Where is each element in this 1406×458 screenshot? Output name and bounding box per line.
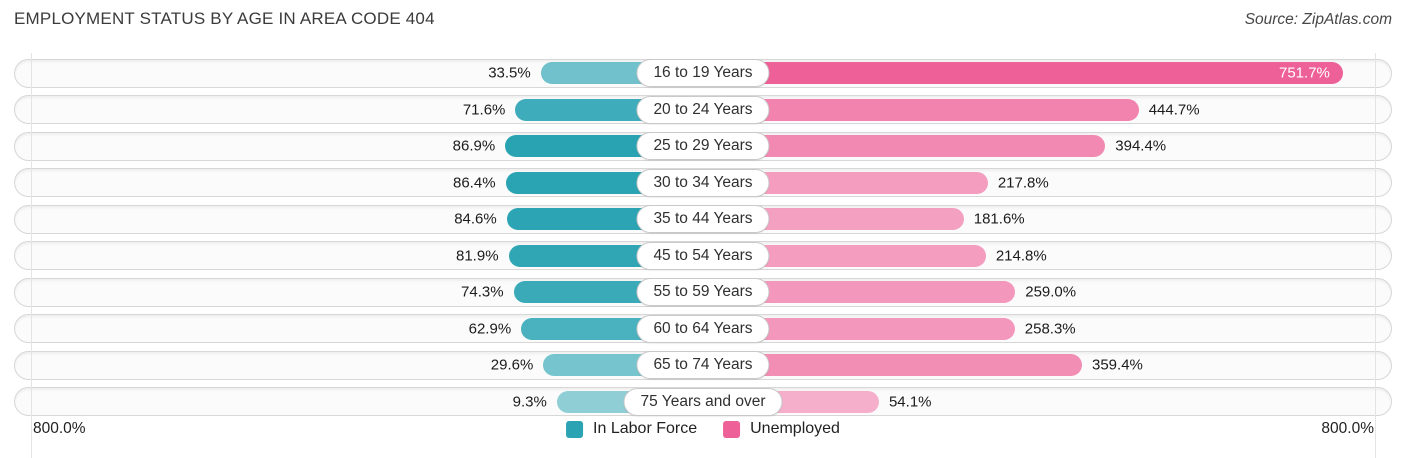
labor-force-value-label: 86.9% <box>452 137 496 155</box>
age-category-pill: 35 to 44 Years <box>636 205 770 234</box>
labor-force-value-label: 33.5% <box>488 64 531 82</box>
plot-right-boundary-line <box>1375 53 1376 458</box>
age-category-pill: 45 to 54 Years <box>636 241 770 270</box>
unemployed-value-label: 54.1% <box>888 393 932 411</box>
legend-item-unemployed: Unemployed <box>723 420 840 438</box>
unemployed-value-label: 394.4% <box>1115 137 1167 155</box>
age-category-pill: 60 to 64 Years <box>636 314 770 343</box>
unemployed-bar <box>703 62 1343 85</box>
unemployed-value-label: 444.7% <box>1148 101 1200 119</box>
legend-item-in-labor-force: In Labor Force <box>566 420 697 438</box>
age-category-pill: 16 to 19 Years <box>636 59 770 88</box>
labor-force-value-label: 84.6% <box>454 210 497 228</box>
unemployed-bar <box>703 317 1015 340</box>
labor-force-value-label: 71.6% <box>462 101 506 119</box>
legend: In Labor Force Unemployed <box>566 420 840 438</box>
chart-row: 33.5% 751.7% 16 to 19 Years <box>0 55 1406 92</box>
x-axis-left-max-label: 800.0% <box>33 420 86 437</box>
unemployed-bar <box>703 244 986 267</box>
legend-label: In Labor Force <box>593 420 698 437</box>
unemployed-bar <box>703 354 1082 377</box>
unemployed-bar <box>703 171 988 194</box>
unemployed-swatch-icon <box>723 420 741 438</box>
unemployed-value-label: 181.6% <box>973 210 1025 228</box>
unemployed-value-label: 217.8% <box>997 174 1049 192</box>
labor-force-value-label: 86.4% <box>453 174 496 192</box>
age-category-pill: 65 to 74 Years <box>636 351 770 380</box>
age-category-pill: 30 to 34 Years <box>636 168 770 197</box>
chart-row: 9.3% 54.1% 75 Years and over <box>0 384 1406 421</box>
chart-row: 62.9% 258.3% 60 to 64 Years <box>0 311 1406 348</box>
chart-row: 71.6% 444.7% 20 to 24 Years <box>0 92 1406 129</box>
chart-row: 86.9% 394.4% 25 to 29 Years <box>0 128 1406 165</box>
unemployed-bar <box>703 281 1016 304</box>
unemployed-bar <box>703 98 1139 121</box>
unemployed-value-label: 214.8% <box>995 247 1047 265</box>
unemployed-value-label: 359.4% <box>1092 356 1143 374</box>
chart-row: 86.4% 217.8% 30 to 34 Years <box>0 165 1406 202</box>
chart-row: 74.3% 259.0% 55 to 59 Years <box>0 274 1406 311</box>
chart-rows: 33.5% 751.7% 16 to 19 Years 71.6% 444.7%… <box>0 55 1406 420</box>
labor-force-value-label: 9.3% <box>512 393 547 411</box>
source-credit: Source: ZipAtlas.com <box>1244 11 1392 28</box>
employment-status-chart: 33.5% 751.7% 16 to 19 Years 71.6% 444.7%… <box>0 53 1406 458</box>
unemployed-bar <box>703 135 1106 158</box>
labor-force-value-label: 62.9% <box>468 320 512 338</box>
page-title: EMPLOYMENT STATUS BY AGE IN AREA CODE 40… <box>14 9 435 28</box>
chart-row: 81.9% 214.8% 45 to 54 Years <box>0 238 1406 275</box>
age-category-pill: 75 Years and over <box>623 387 783 416</box>
labor-force-value-label: 29.6% <box>490 356 534 374</box>
labor-force-value-label: 81.9% <box>456 247 499 265</box>
age-category-pill: 55 to 59 Years <box>636 278 770 307</box>
labor-force-value-label: 74.3% <box>461 283 504 301</box>
labor-force-swatch-icon <box>566 420 584 438</box>
chart-row: 84.6% 181.6% 35 to 44 Years <box>0 201 1406 238</box>
unemployed-value-label: 259.0% <box>1025 283 1077 301</box>
x-axis-right-max-label: 800.0% <box>1321 420 1374 437</box>
age-category-pill: 25 to 29 Years <box>636 132 770 161</box>
unemployed-value-label: 751.7% <box>1279 64 1330 82</box>
chart-footer: 800.0% In Labor Force Unemployed 800.0% <box>0 416 1406 442</box>
legend-label: Unemployed <box>750 420 840 437</box>
chart-row: 29.6% 359.4% 65 to 74 Years <box>0 347 1406 384</box>
age-category-pill: 20 to 24 Years <box>636 95 770 124</box>
plot-left-boundary-line <box>31 53 32 458</box>
unemployed-value-label: 258.3% <box>1024 320 1076 338</box>
